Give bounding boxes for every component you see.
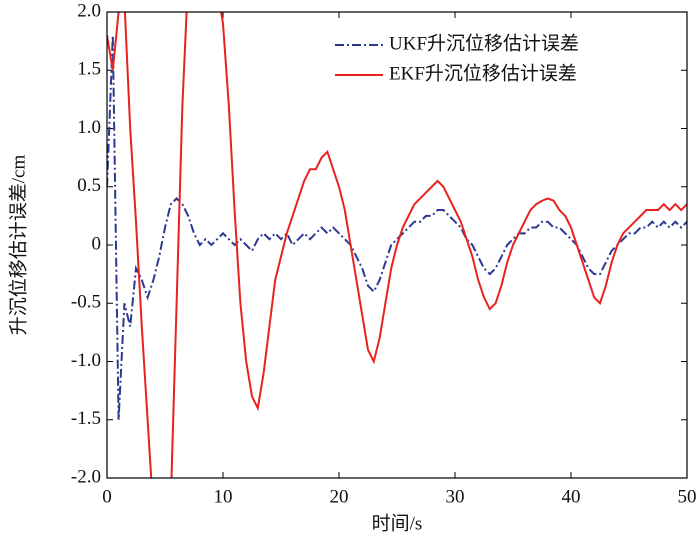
plot-frame [106,11,688,479]
series-line [107,12,687,478]
x-tick-label: 10 [214,486,233,507]
plot-area [107,12,687,478]
legend-label: UKF升沉位移估计误差 [389,32,579,54]
legend-label: EKF升沉位移估计误差 [389,62,577,84]
x-tick-label: 30 [446,486,465,507]
y-tick-label: -1.0 [71,350,101,371]
x-axis-label: 时间/s [372,512,423,534]
y-tick-label: -2.0 [71,466,101,487]
x-tick-label: 50 [678,486,697,507]
x-tick-label: 40 [562,486,581,507]
y-tick-label: 2.0 [77,0,101,21]
y-tick-label: 0.5 [77,175,101,196]
x-tick-label: 0 [102,486,112,507]
y-tick-label: 1.5 [77,59,101,80]
y-tick-label: 0 [92,233,102,254]
x-tick-label: 20 [330,486,349,507]
y-tick-label: -0.5 [71,292,101,313]
y-tick-label: 1.0 [77,117,101,138]
y-tick-label: -1.5 [71,408,101,429]
y-axis-label: 升沉位移估计误差/cm [7,155,29,336]
series-line [107,35,687,420]
